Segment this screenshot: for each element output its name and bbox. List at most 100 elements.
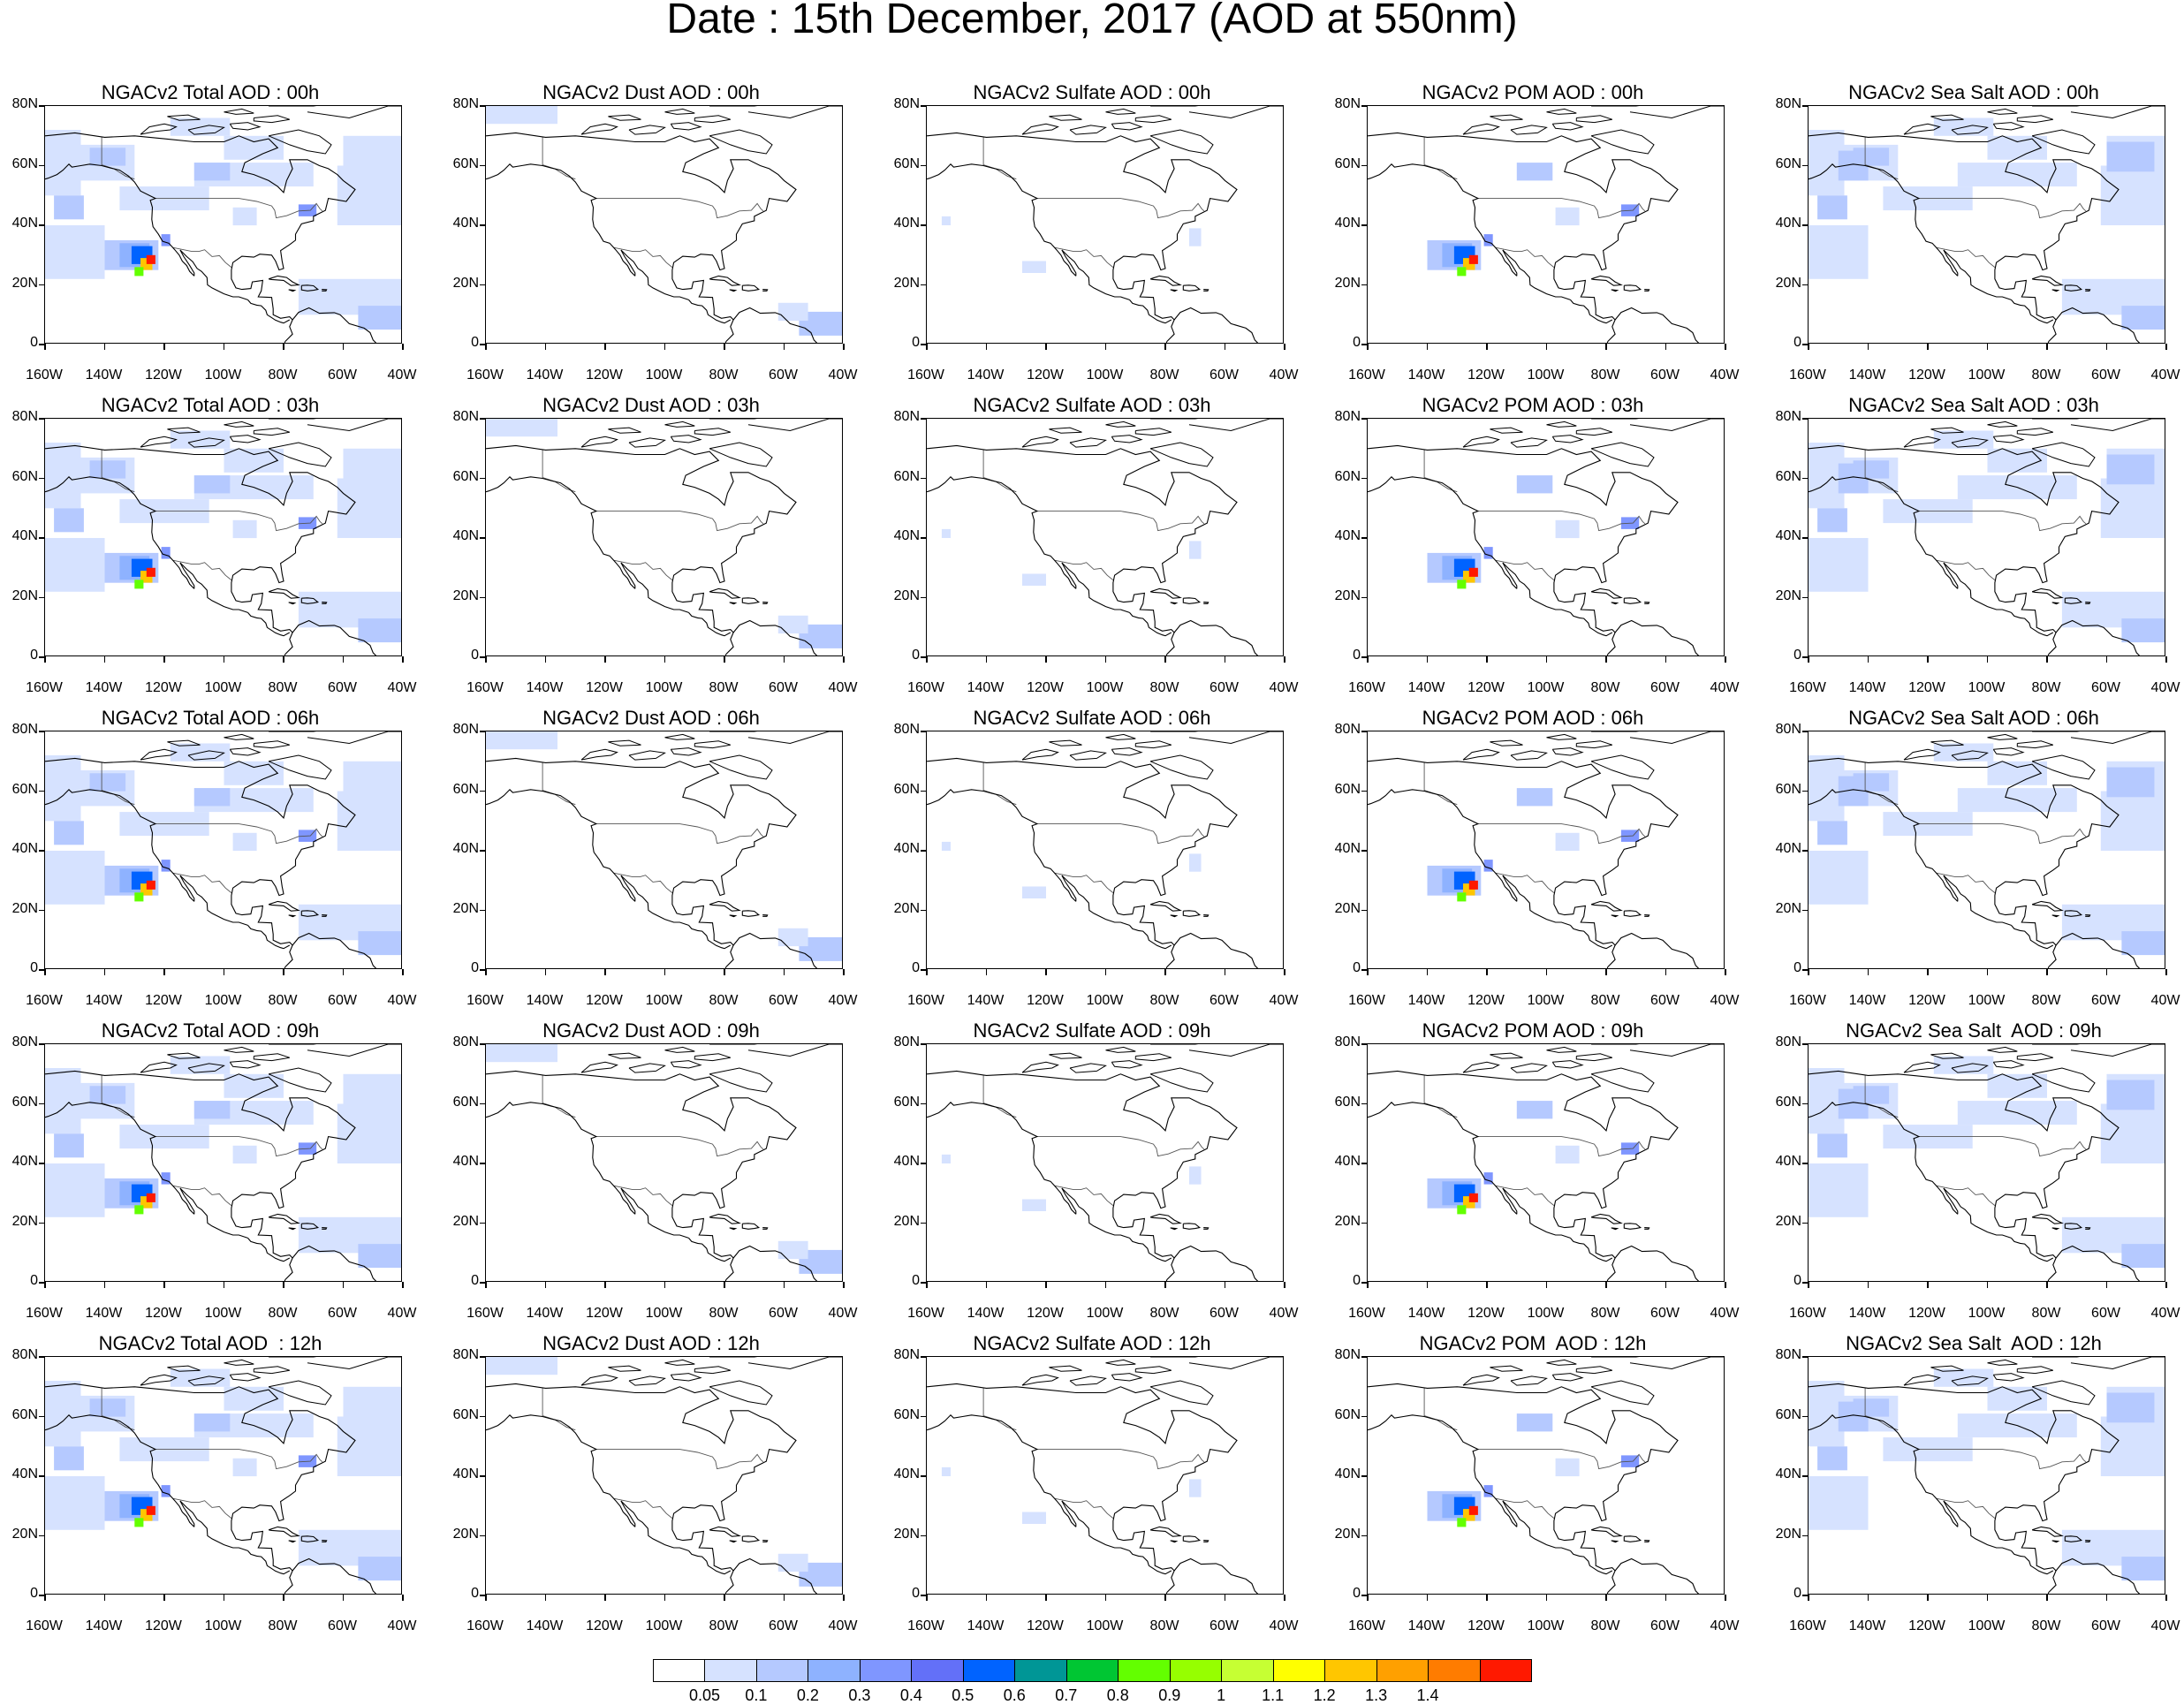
- lat-label: 20N: [1775, 275, 1801, 291]
- lat-label: 0: [1353, 960, 1361, 975]
- lon-label: 120W: [1467, 680, 1505, 695]
- lat-label: 40N: [452, 1466, 479, 1481]
- lon-label: 100W: [1968, 1306, 2006, 1321]
- lon-label: 40W: [828, 1306, 858, 1321]
- lon-label: 80W: [268, 680, 298, 695]
- lon-label: 40W: [2150, 1306, 2180, 1321]
- lon-label: 160W: [466, 993, 504, 1008]
- lat-tick: [1361, 596, 1367, 598]
- map-area: [1808, 105, 2165, 344]
- lat-label: 60N: [11, 781, 38, 797]
- lat-label: 80N: [11, 1034, 38, 1050]
- lat-label: 0: [471, 648, 479, 663]
- lat-tick: [1802, 731, 1808, 732]
- lon-tick: [402, 969, 404, 975]
- lon-tick: [1164, 1282, 1166, 1288]
- lon-label: 100W: [1527, 368, 1565, 383]
- lon-tick: [1486, 1595, 1488, 1601]
- lon-label: 80W: [709, 1618, 739, 1633]
- lon-label: 80W: [709, 1306, 739, 1321]
- lon-label: 160W: [26, 1306, 63, 1321]
- lat-label: 0: [30, 960, 38, 975]
- lat-tick: [39, 1282, 44, 1284]
- lon-tick: [2105, 344, 2107, 350]
- lon-tick: [2165, 656, 2167, 663]
- panel-title: NGACv2 Sulfate AOD : 00h: [973, 81, 1211, 103]
- lat-tick: [1361, 1534, 1367, 1536]
- lon-tick: [283, 344, 284, 350]
- lat-tick: [39, 1043, 44, 1045]
- lon-tick: [1605, 1595, 1607, 1601]
- lat-tick: [39, 1595, 44, 1596]
- lon-tick: [2105, 969, 2107, 975]
- lon-tick: [283, 1595, 284, 1601]
- lat-tick: [480, 537, 485, 539]
- panel-title: NGACv2 Sea Salt AOD : 09h: [1846, 1019, 2102, 1042]
- lon-label: 140W: [1848, 1306, 1886, 1321]
- lat-tick: [480, 1595, 485, 1596]
- lat-tick: [1802, 1222, 1808, 1224]
- lat-label: 40N: [1775, 1466, 1801, 1481]
- map-panel-seasalt-3: NGACv2 Sea Salt AOD : 09h 80N 60N 40N 20N 0 16…: [1766, 1019, 2181, 1333]
- map-area: [926, 731, 1284, 969]
- map-area: [44, 1356, 402, 1595]
- lon-label: 120W: [586, 368, 623, 383]
- lat-tick: [1802, 909, 1808, 911]
- panel-title: NGACv2 Sulfate AOD : 09h: [973, 1019, 1211, 1042]
- lon-tick: [103, 344, 105, 350]
- lon-tick: [1104, 344, 1106, 350]
- lon-tick: [1486, 1282, 1488, 1288]
- lon-tick: [1426, 344, 1428, 350]
- lat-tick: [1361, 284, 1367, 285]
- lat-tick: [39, 1163, 44, 1164]
- lat-label: 80N: [893, 96, 920, 111]
- lon-label: 100W: [1086, 368, 1124, 383]
- lat-tick: [480, 1534, 485, 1536]
- lat-tick: [39, 105, 44, 107]
- lat-tick: [1361, 1043, 1367, 1045]
- lon-tick: [1045, 656, 1047, 663]
- colorbar-label: 0.5: [952, 1686, 974, 1704]
- lat-label: 80N: [11, 409, 38, 424]
- lat-tick: [1802, 1282, 1808, 1284]
- lon-label: 140W: [526, 1618, 564, 1633]
- lon-label: 100W: [1968, 1618, 2006, 1633]
- lat-label: 20N: [893, 587, 920, 603]
- lat-label: 0: [1353, 648, 1361, 663]
- lon-tick: [604, 1282, 606, 1288]
- lat-label: 0: [471, 1586, 479, 1601]
- lon-label: 100W: [1527, 1306, 1565, 1321]
- lon-label: 120W: [1027, 680, 1064, 695]
- lon-label: 140W: [1407, 368, 1445, 383]
- panel-title: NGACv2 Dust AOD : 00h: [542, 81, 760, 103]
- lon-tick: [783, 344, 785, 350]
- lon-tick: [485, 969, 487, 975]
- lon-label: 140W: [1407, 1306, 1445, 1321]
- lon-label: 100W: [1086, 1306, 1124, 1321]
- colorbar-box: [1169, 1659, 1223, 1682]
- lat-tick: [39, 909, 44, 911]
- lon-tick: [1927, 1595, 1929, 1601]
- lat-label: 60N: [1334, 468, 1361, 484]
- lat-label: 40N: [1334, 216, 1361, 231]
- lon-tick: [664, 656, 665, 663]
- map-area: [44, 1043, 402, 1282]
- lon-tick: [342, 344, 344, 350]
- lon-label: 80W: [1149, 1618, 1179, 1633]
- lon-label: 80W: [268, 1306, 298, 1321]
- lon-tick: [664, 1595, 665, 1601]
- map-area: [485, 418, 843, 656]
- lon-label: 60W: [769, 680, 798, 695]
- lat-tick: [921, 850, 926, 852]
- lon-tick: [1867, 969, 1869, 975]
- lon-tick: [1927, 969, 1929, 975]
- lat-tick: [921, 418, 926, 420]
- lon-label: 140W: [1407, 680, 1445, 695]
- lat-tick: [921, 1534, 926, 1536]
- lat-label: 20N: [452, 1213, 479, 1229]
- lon-label: 60W: [1650, 1618, 1680, 1633]
- lon-label: 160W: [26, 1618, 63, 1633]
- lon-label: 120W: [1908, 368, 1945, 383]
- colorbar-label: 0.6: [1003, 1686, 1026, 1704]
- lon-tick: [724, 656, 725, 663]
